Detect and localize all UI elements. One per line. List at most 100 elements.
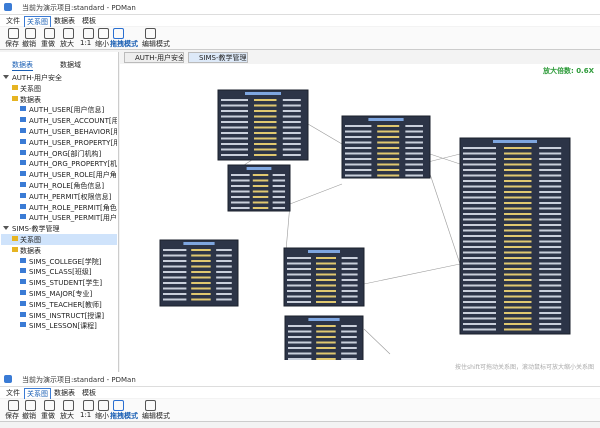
entity-field <box>287 290 311 292</box>
tool-icon[interactable] <box>98 28 109 39</box>
tool-icon[interactable] <box>113 28 124 39</box>
tree-node[interactable]: 关系图 <box>20 236 41 244</box>
tree-leaf[interactable]: AUTH_PERMIT[权限信息] <box>29 192 112 201</box>
menu-item[interactable]: 模板 <box>82 389 96 397</box>
entity-field <box>341 352 357 355</box>
tool-label[interactable]: 1:1 <box>80 39 92 47</box>
tool-label[interactable]: 编辑模式 <box>142 412 170 420</box>
entity-field <box>221 137 248 140</box>
entity-field <box>316 341 336 344</box>
tool-label[interactable]: 重做 <box>41 412 55 420</box>
tree-node[interactable]: 数据表 <box>20 95 41 104</box>
tree-leaf[interactable]: AUTH_ROLE_PERMIT[角色权限 <box>29 203 117 212</box>
entity-field <box>463 246 496 248</box>
tool-icon[interactable] <box>83 28 94 39</box>
tool-icon[interactable] <box>83 400 94 411</box>
entity-field <box>191 249 211 251</box>
editor-tab[interactable]: AUTH-用户安全 <box>124 52 184 63</box>
tree-leaf[interactable]: AUTH_USER_PERMIT[用户直接 <box>29 214 117 223</box>
tree-leaf[interactable]: SIMS_INSTRUCT[授课] <box>29 311 105 320</box>
tree-group[interactable]: SIMS-教学管理 <box>12 225 60 234</box>
tool-label[interactable]: 编辑模式 <box>142 40 170 48</box>
tree-leaf[interactable]: AUTH_USER_PROPERTY[用户 <box>29 138 117 147</box>
tool-label[interactable]: 撤销 <box>22 40 36 48</box>
entity-field <box>504 251 532 254</box>
tree-leaf[interactable]: AUTH_USER[用户信息] <box>29 106 105 115</box>
window-title: 当前为演示项目:standard - PDMan <box>22 4 136 12</box>
entity-field <box>316 325 336 327</box>
editor-tab[interactable]: SIMS-教学管理 <box>188 52 248 63</box>
tool-icon[interactable] <box>8 400 19 411</box>
tree-leaf[interactable]: SIMS_CLASS[班级] <box>29 268 92 277</box>
entity-field <box>539 147 562 149</box>
tree-leaf[interactable]: AUTH_USER_BEHAVIOR[用户行 <box>29 128 117 136</box>
tool-icon[interactable] <box>98 400 109 411</box>
tree-leaf[interactable]: AUTH_USER_ROLE[用户角色] <box>29 171 117 180</box>
tool-icon[interactable] <box>44 400 55 411</box>
entity-field <box>231 174 250 176</box>
menu-item[interactable]: 关系图 <box>24 388 51 399</box>
tool-label[interactable]: 拖拽模式 <box>110 412 138 420</box>
entity-field <box>377 169 400 171</box>
entity-field <box>504 218 532 221</box>
tool-label[interactable]: 缩小 <box>95 40 109 48</box>
tool-label[interactable]: 保存 <box>5 412 19 420</box>
tool-label[interactable]: 拖拽模式 <box>110 40 138 48</box>
entity-field <box>282 110 301 112</box>
tool-label[interactable]: 重做 <box>41 40 55 48</box>
entity-field <box>504 273 532 276</box>
relation-line <box>289 183 343 205</box>
entity-field <box>539 306 562 309</box>
entity-field <box>405 152 423 155</box>
tree-leaf[interactable]: SIMS_STUDENT[学生] <box>29 279 103 288</box>
table-icon <box>20 279 26 285</box>
menu-item[interactable]: 模板 <box>82 17 96 25</box>
menu-item[interactable]: 文件 <box>6 389 20 397</box>
tree-node[interactable]: 关系图 <box>20 84 41 93</box>
menu-item[interactable]: 关系图 <box>24 16 51 27</box>
tree-leaf[interactable]: AUTH_USER_ACCOUNT[用户账 <box>29 117 117 126</box>
tool-icon[interactable] <box>25 400 36 411</box>
tool-icon[interactable] <box>63 400 74 411</box>
tool-label[interactable]: 保存 <box>5 40 19 48</box>
sidebar-tab[interactable]: 数据域 <box>60 61 81 69</box>
tree-leaf[interactable]: AUTH_ROLE[角色信息] <box>29 182 105 190</box>
tree-leaf[interactable]: SIMS_MAJOR[专业] <box>29 290 93 298</box>
table-icon <box>20 171 26 177</box>
menu-item[interactable]: 数据表 <box>54 389 75 397</box>
tree-leaf[interactable]: AUTH_ORG[部门机构] <box>29 149 102 158</box>
entity-field <box>341 358 357 360</box>
menu-item[interactable]: 文件 <box>6 17 20 25</box>
sidebar-tab[interactable]: 数据表 <box>12 61 33 71</box>
entity-field <box>287 301 311 303</box>
entity-field <box>341 257 358 259</box>
tool-icon[interactable] <box>113 400 124 411</box>
tool-icon[interactable] <box>63 28 74 39</box>
entity-field <box>282 137 301 140</box>
tool-label[interactable]: 撤销 <box>22 412 36 420</box>
tree-leaf[interactable]: SIMS_LESSON[课程] <box>29 322 97 331</box>
tree-group[interactable]: AUTH-用户安全 <box>12 74 62 82</box>
tool-label[interactable]: 缩小 <box>95 412 109 420</box>
tool-label[interactable]: 放大 <box>60 40 74 48</box>
entity-field <box>221 104 248 107</box>
tool-label[interactable]: 1:1 <box>80 411 92 419</box>
folder-icon <box>12 236 18 241</box>
tool-icon[interactable] <box>25 28 36 39</box>
tool-label[interactable]: 放大 <box>60 412 74 420</box>
tool-icon[interactable] <box>145 400 156 411</box>
tree-leaf[interactable]: SIMS_COLLEGE[学院] <box>29 257 102 266</box>
entity-field <box>504 147 532 149</box>
tree-leaf[interactable]: SIMS_TEACHER[教师] <box>29 300 102 309</box>
tool-icon[interactable] <box>8 28 19 39</box>
tree-leaf[interactable]: AUTH_ORG_PROPERTY[机构 <box>29 160 117 169</box>
entity-field <box>345 152 372 155</box>
tree-node[interactable]: 数据表 <box>20 246 41 255</box>
entity-field <box>191 293 211 295</box>
tool-icon[interactable] <box>44 28 55 39</box>
entity-field <box>463 163 496 166</box>
tool-icon[interactable] <box>145 28 156 39</box>
table-icon <box>20 268 26 274</box>
menu-item[interactable]: 数据表 <box>54 17 75 25</box>
